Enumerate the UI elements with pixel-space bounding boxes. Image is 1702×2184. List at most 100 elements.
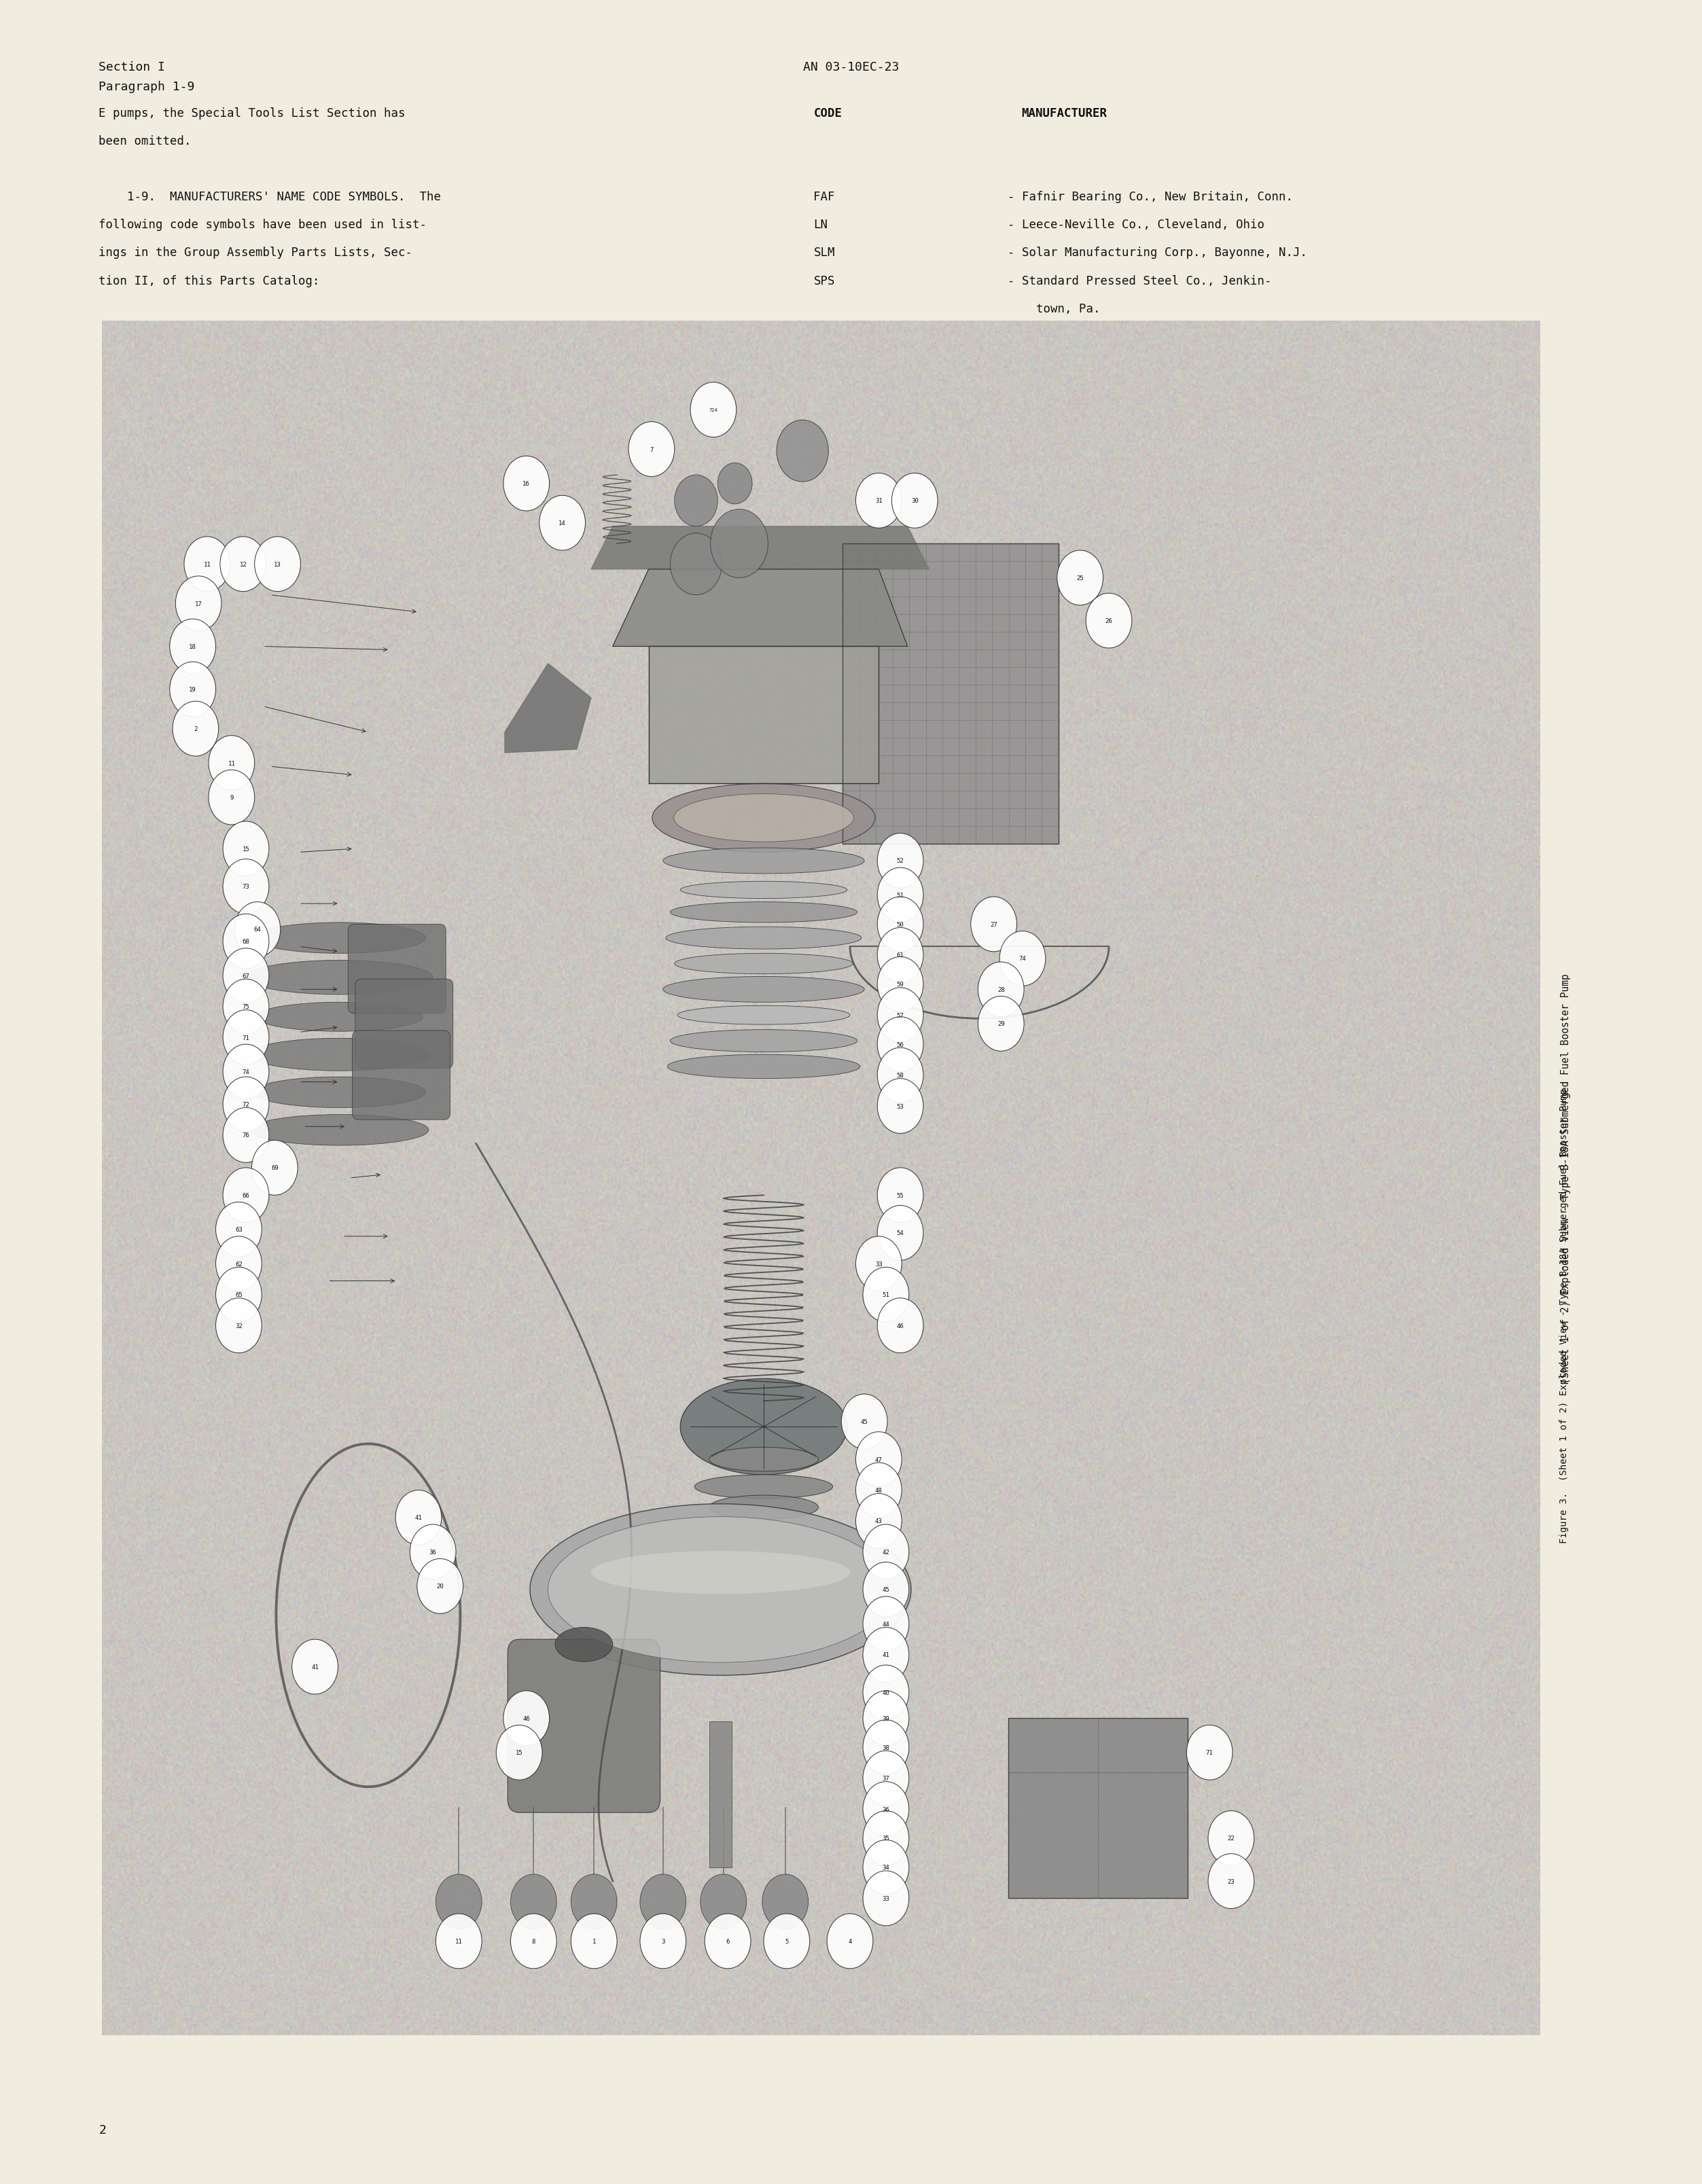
Polygon shape [613, 570, 907, 646]
Circle shape [223, 1077, 269, 1131]
Circle shape [877, 1018, 922, 1072]
Ellipse shape [652, 784, 875, 852]
Ellipse shape [674, 954, 853, 974]
Circle shape [570, 1874, 618, 1928]
Circle shape [172, 701, 218, 756]
Circle shape [674, 476, 718, 526]
Circle shape [223, 1168, 269, 1223]
Text: - Solar Manufacturing Corp., Bayonne, N.J.: - Solar Manufacturing Corp., Bayonne, N.… [1008, 247, 1307, 260]
Circle shape [841, 1393, 887, 1450]
Circle shape [863, 1721, 909, 1776]
Circle shape [877, 1297, 922, 1354]
Ellipse shape [245, 961, 432, 996]
Text: 41: 41 [311, 1664, 318, 1671]
Text: 31: 31 [875, 498, 882, 505]
Text: 57: 57 [897, 1013, 904, 1018]
Text: 64: 64 [254, 926, 260, 933]
Text: been omitted.: been omitted. [99, 135, 191, 146]
Circle shape [892, 474, 938, 529]
Ellipse shape [677, 1007, 849, 1024]
Circle shape [223, 978, 269, 1035]
Circle shape [863, 1811, 909, 1865]
Text: 55: 55 [897, 1192, 904, 1199]
Circle shape [1208, 1854, 1254, 1909]
Circle shape [223, 1107, 269, 1162]
Ellipse shape [529, 1505, 911, 1675]
Ellipse shape [555, 1627, 613, 1662]
Circle shape [999, 930, 1045, 987]
Circle shape [979, 996, 1025, 1051]
Text: 23: 23 [1227, 1878, 1234, 1885]
Text: 7: 7 [650, 446, 654, 452]
Ellipse shape [591, 1551, 849, 1594]
Circle shape [710, 509, 768, 579]
Text: 76: 76 [242, 1131, 250, 1138]
Ellipse shape [664, 847, 865, 874]
Circle shape [417, 1559, 463, 1614]
Text: 15: 15 [516, 1749, 523, 1756]
Text: 50: 50 [897, 922, 904, 928]
Text: 33: 33 [882, 1896, 890, 1902]
Circle shape [856, 1433, 902, 1487]
Circle shape [216, 1267, 262, 1321]
Text: 45: 45 [861, 1420, 868, 1424]
Circle shape [691, 382, 737, 437]
Circle shape [877, 867, 922, 924]
Text: SPS: SPS [814, 275, 836, 286]
Text: MANUFACTURER: MANUFACTURER [1021, 107, 1106, 120]
Text: 35: 35 [882, 1835, 890, 1841]
Text: 6: 6 [727, 1937, 730, 1944]
Text: 47: 47 [875, 1457, 882, 1463]
Text: 40: 40 [882, 1690, 890, 1695]
Text: E pumps, the Special Tools List Section has: E pumps, the Special Tools List Section … [99, 107, 405, 120]
Text: 2: 2 [194, 725, 197, 732]
Circle shape [223, 821, 269, 876]
Text: 71: 71 [242, 1035, 250, 1042]
Ellipse shape [664, 976, 865, 1002]
Text: 56: 56 [897, 1042, 904, 1048]
Text: 39: 39 [882, 1714, 890, 1721]
Text: 30: 30 [911, 498, 919, 505]
Text: 4: 4 [848, 1937, 851, 1944]
Text: 3: 3 [660, 1937, 665, 1944]
Text: Figure 3.  (Sheet 1 of 2) Exploded View - Type B-18A Submerged Fuel Booster Pump: Figure 3. (Sheet 1 of 2) Exploded View -… [1559, 1088, 1569, 1542]
Circle shape [856, 1463, 902, 1518]
Ellipse shape [694, 1474, 832, 1498]
Circle shape [1057, 550, 1103, 605]
FancyBboxPatch shape [356, 978, 453, 1068]
Text: 36: 36 [882, 1806, 890, 1813]
Text: 42: 42 [882, 1548, 890, 1555]
Circle shape [877, 1048, 922, 1103]
Circle shape [705, 1913, 751, 1968]
Text: 34: 34 [882, 1865, 890, 1870]
Text: 74: 74 [242, 1068, 250, 1075]
Text: 1: 1 [592, 1937, 596, 1944]
Circle shape [856, 474, 902, 529]
Circle shape [718, 463, 752, 505]
Circle shape [436, 1913, 482, 1968]
Circle shape [856, 1236, 902, 1291]
Circle shape [1086, 594, 1132, 649]
Text: 12: 12 [240, 561, 247, 568]
Circle shape [216, 1201, 262, 1258]
Text: 59: 59 [897, 981, 904, 987]
Circle shape [628, 422, 674, 476]
Text: 73: 73 [242, 885, 250, 889]
Circle shape [877, 987, 922, 1042]
Text: 51: 51 [897, 893, 904, 898]
Ellipse shape [548, 1518, 894, 1662]
Circle shape [436, 1874, 482, 1928]
Text: 43: 43 [875, 1518, 882, 1524]
Circle shape [209, 771, 255, 826]
Text: 61: 61 [897, 952, 904, 959]
Circle shape [216, 1297, 262, 1354]
Circle shape [863, 1752, 909, 1806]
Text: 52: 52 [897, 858, 904, 865]
Text: 67: 67 [242, 972, 250, 978]
Circle shape [877, 1206, 922, 1260]
Circle shape [184, 537, 230, 592]
Text: - Fafnir Bearing Co., New Britain, Conn.: - Fafnir Bearing Co., New Britain, Conn. [1008, 190, 1294, 203]
Ellipse shape [254, 1077, 426, 1107]
Circle shape [764, 1913, 810, 1968]
Text: 36: 36 [429, 1548, 436, 1555]
